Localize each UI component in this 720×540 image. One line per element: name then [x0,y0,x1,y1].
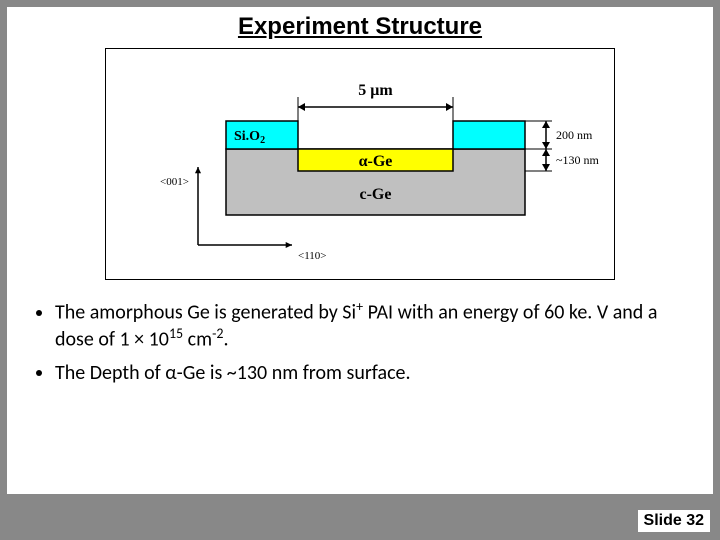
svg-text:<001>: <001> [160,176,189,188]
svg-text:5 μm: 5 μm [358,82,393,99]
slide-number: Slide 32 [638,510,710,532]
bullet-item: The amorphous Ge is generated by Si+ PAI… [55,298,687,351]
slide-label: Slide [644,512,682,529]
bullet-item: The Depth of α-Ge is ~130 nm from surfac… [55,361,687,385]
svg-text:α-Ge: α-Ge [359,153,393,170]
content-area: Experiment Structure 5 μmSi.O2α-Gec-Ge20… [7,7,713,494]
slide-num-value: 32 [686,512,704,529]
svg-text:~130 nm: ~130 nm [556,153,599,167]
page-title: Experiment Structure [7,7,713,44]
svg-text:200 nm: 200 nm [556,128,593,142]
footer-bar: Slide 32 [0,502,720,540]
diagram: 5 μmSi.O2α-Gec-Ge200 nm~130 nm<001><110> [105,48,615,280]
slide-frame: Experiment Structure 5 μmSi.O2α-Gec-Ge20… [0,0,720,540]
svg-text:c-Ge: c-Ge [360,186,392,203]
svg-text:<110>: <110> [298,250,327,262]
bullet-list: The amorphous Ge is generated by Si+ PAI… [7,280,713,385]
diagram-svg: 5 μmSi.O2α-Gec-Ge200 nm~130 nm<001><110> [106,49,616,281]
